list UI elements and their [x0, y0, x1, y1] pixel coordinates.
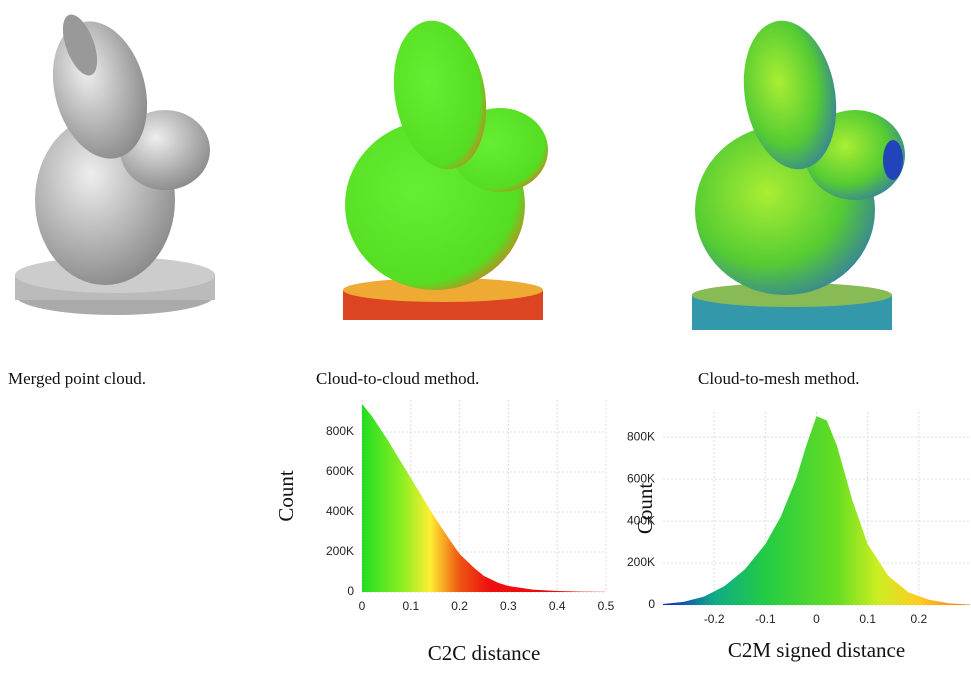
x-tick-label: 0 — [813, 612, 820, 626]
bunny-gray — [15, 10, 215, 315]
y-tick-label: 600K — [326, 464, 354, 478]
x-tick-label: 0.4 — [549, 599, 566, 613]
caption: Cloud-to-cloud method. — [316, 369, 479, 388]
x-tick-label: 0.5 — [598, 599, 615, 613]
figure: Merged point cloud. Cloud-to-cloud metho… — [0, 0, 971, 673]
histogram-area — [663, 416, 970, 605]
bunny-c2m — [692, 13, 905, 330]
x-axis-label: C2M signed distance — [728, 638, 905, 662]
y-tick-label: 200K — [326, 544, 354, 558]
x-tick-label: 0.1 — [859, 612, 876, 626]
y-tick-label: 800K — [326, 424, 354, 438]
x-tick-label: 0.2 — [451, 599, 468, 613]
caption: Cloud-to-mesh method. — [698, 369, 859, 388]
y-tick-label: 0 — [347, 584, 354, 598]
caption: Merged point cloud. — [8, 369, 146, 388]
y-axis-label: Count — [633, 483, 657, 535]
y-tick-label: 200K — [627, 555, 655, 569]
bunny-c2c — [343, 13, 548, 320]
x-tick-label: 0.2 — [910, 612, 927, 626]
x-tick-label: 0 — [359, 599, 366, 613]
y-tick-label: 0 — [648, 597, 655, 611]
y-tick-label: 400K — [326, 504, 354, 518]
x-tick-label: 0.3 — [500, 599, 517, 613]
y-axis-label: Count — [274, 470, 298, 522]
x-tick-label: 0.1 — [402, 599, 419, 613]
x-tick-label: -0.2 — [704, 612, 725, 626]
x-tick-label: -0.1 — [755, 612, 776, 626]
y-tick-label: 800K — [627, 429, 655, 443]
x-axis-label: C2C distance — [428, 641, 541, 665]
